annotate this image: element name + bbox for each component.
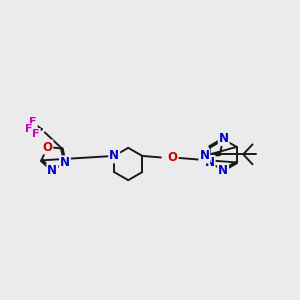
Text: N: N xyxy=(205,156,214,169)
Text: N: N xyxy=(47,164,57,177)
Text: F: F xyxy=(32,129,40,139)
Text: N: N xyxy=(218,164,228,177)
Text: F: F xyxy=(29,117,37,128)
Text: O: O xyxy=(42,140,52,154)
Text: N: N xyxy=(109,149,119,162)
Text: O: O xyxy=(168,151,178,164)
Text: F: F xyxy=(25,124,32,134)
Text: N: N xyxy=(60,156,70,169)
Text: N: N xyxy=(200,149,209,163)
Text: N: N xyxy=(219,132,229,145)
